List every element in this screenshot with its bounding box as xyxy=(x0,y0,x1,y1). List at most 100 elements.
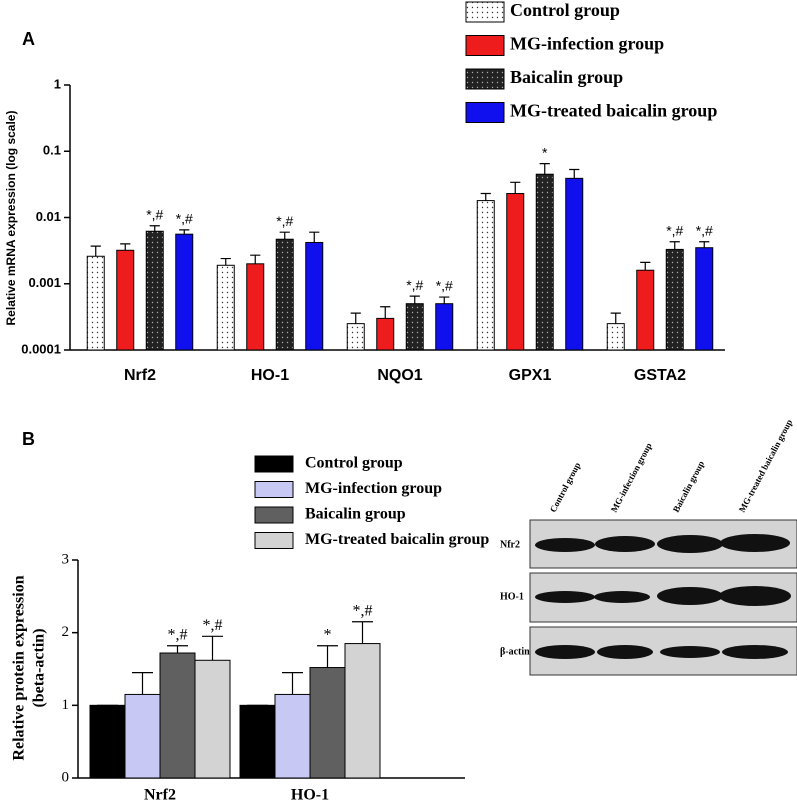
blot-lane-label: MG-treated baicalin group xyxy=(737,418,795,514)
bar xyxy=(274,693,311,779)
bar xyxy=(159,652,196,779)
significance-label: *,# xyxy=(696,222,713,238)
bar xyxy=(89,704,126,779)
bar xyxy=(344,643,381,779)
significance-label: * xyxy=(324,626,332,643)
x-tick-label: Nrf2 xyxy=(124,367,156,384)
legend-swatch xyxy=(465,1,505,23)
bar xyxy=(86,255,105,351)
x-tick-label: HO-1 xyxy=(291,787,329,804)
error-bar xyxy=(120,243,131,251)
legend-swatch xyxy=(465,68,505,90)
x-tick-label: GPX1 xyxy=(509,367,552,384)
bar xyxy=(216,264,235,351)
x-tick-label: Nrf2 xyxy=(144,787,176,804)
bar xyxy=(606,323,625,351)
legend-label: Control group xyxy=(510,0,620,20)
legend-swatch xyxy=(254,532,294,549)
error-bar xyxy=(539,163,550,175)
y-tick-label: 0.01 xyxy=(36,209,61,224)
error-bar xyxy=(317,645,338,668)
bar xyxy=(239,704,276,779)
blot-row-label: Nfr2 xyxy=(500,539,520,550)
error-bar xyxy=(132,672,153,695)
y-axis-label: Relative mRNA expression (log scale) xyxy=(4,111,18,326)
legend-label: Control group xyxy=(305,455,403,472)
y-axis-label: Relative protein expression xyxy=(11,575,28,760)
legend-label: Baicalin group xyxy=(305,506,406,523)
y-tick-label: 1 xyxy=(54,76,61,91)
significance-label: *,# xyxy=(168,626,188,643)
blot-bands xyxy=(535,534,791,659)
legend-swatch xyxy=(254,481,294,498)
y-tick-label: 0.1 xyxy=(43,143,61,158)
error-bar xyxy=(282,672,303,695)
bar xyxy=(535,173,554,351)
legend-label: MG-infection group xyxy=(510,34,664,54)
y-tick-label: 0.0001 xyxy=(21,341,61,356)
error-bar xyxy=(439,296,450,304)
error-bar xyxy=(149,225,160,232)
bar xyxy=(194,659,231,779)
legend-swatch xyxy=(465,35,505,56)
bar xyxy=(116,249,135,351)
significance-label: *,# xyxy=(276,213,293,229)
bar xyxy=(476,200,495,351)
blot-lane-label: Baicalin group xyxy=(671,459,706,514)
error-bar xyxy=(250,254,261,264)
bar xyxy=(506,193,525,351)
error-bar xyxy=(699,241,710,248)
bar xyxy=(376,317,395,351)
error-bar xyxy=(350,312,361,324)
error-bar xyxy=(90,245,101,257)
panel-label: A xyxy=(22,29,35,49)
error-bar xyxy=(569,168,580,179)
error-bar xyxy=(309,231,320,243)
legend-label: MG-treated baicalin group xyxy=(510,101,717,121)
error-bar xyxy=(610,312,621,324)
bar xyxy=(124,693,161,779)
significance-label: *,# xyxy=(176,211,193,227)
error-bar xyxy=(669,241,680,250)
error-bar xyxy=(409,295,420,304)
significance-label: *,# xyxy=(203,617,223,634)
legend-label: Baicalin group xyxy=(510,67,623,87)
chart: B Relative protein expression (beta-actin)… xyxy=(11,429,490,804)
legend-swatch xyxy=(465,102,505,123)
significance-label: *,# xyxy=(666,222,683,238)
y-tick-label: 0 xyxy=(62,769,70,785)
significance-label: *,# xyxy=(146,206,163,222)
blot-lane-label: Control group xyxy=(548,461,583,514)
x-tick-label: NQO1 xyxy=(377,367,422,384)
blot-row-label: HO-1 xyxy=(500,591,524,602)
x-tick-label: HO-1 xyxy=(251,367,289,384)
significance-label: * xyxy=(542,144,548,160)
chart: A Relative mRNA expression (log scale) 0.0… xyxy=(4,0,725,384)
error-bar xyxy=(179,229,190,235)
western-blot xyxy=(529,519,797,676)
bar xyxy=(175,233,194,351)
error-bar xyxy=(279,231,290,240)
bar xyxy=(309,667,346,779)
error-bar xyxy=(510,181,521,194)
bar xyxy=(346,323,365,351)
significance-label: *,# xyxy=(406,277,423,293)
error-bar xyxy=(220,257,231,266)
legend-label: MG-infection group xyxy=(305,480,442,497)
bar xyxy=(665,248,684,351)
bar xyxy=(435,303,454,351)
error-bar xyxy=(380,306,391,319)
error-bar xyxy=(167,645,188,654)
bar xyxy=(636,269,655,351)
y-tick-label: 1 xyxy=(62,697,70,713)
blot-lane-label: MG-infection group xyxy=(609,441,654,514)
blot-row-label: β-actin xyxy=(500,646,530,657)
bar xyxy=(145,230,164,351)
error-bar xyxy=(480,192,491,201)
bar xyxy=(405,303,424,351)
panel-label: B xyxy=(22,429,35,449)
bar xyxy=(246,263,265,351)
legend-swatch xyxy=(254,455,294,473)
error-bar xyxy=(640,261,651,271)
